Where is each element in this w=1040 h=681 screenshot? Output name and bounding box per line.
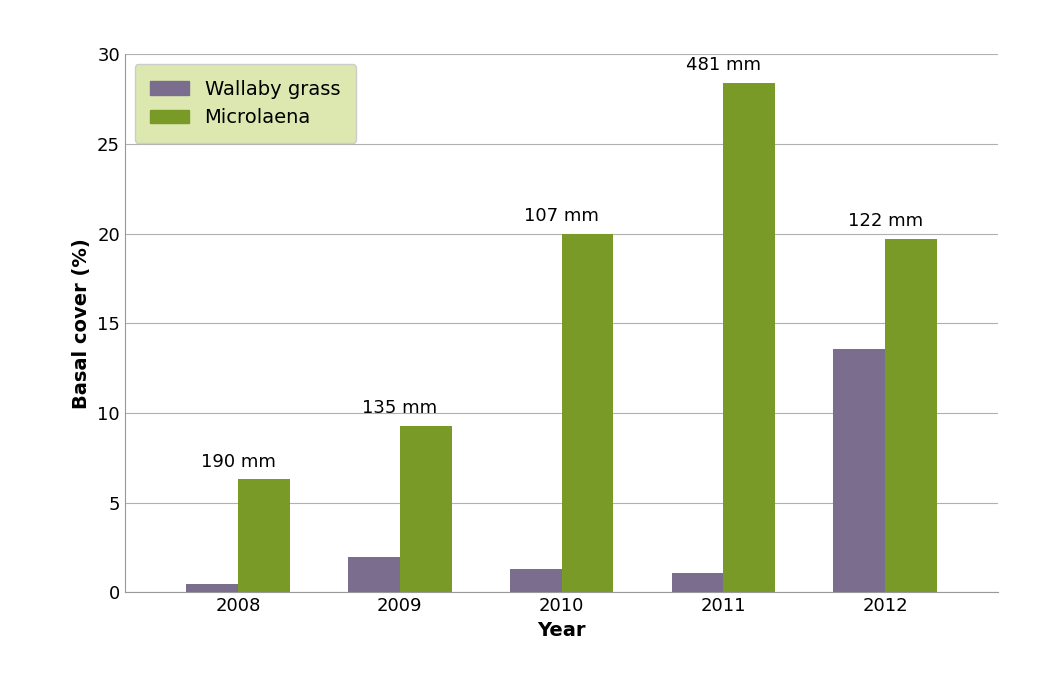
Bar (186, 584, 238, 592)
Legend: Wallaby grass, Microlaena: Wallaby grass, Microlaena (134, 64, 356, 143)
Text: 122 mm: 122 mm (848, 212, 922, 230)
Bar (885, 239, 937, 592)
Bar (833, 349, 885, 592)
Bar (562, 234, 614, 592)
Bar (399, 426, 451, 592)
Bar (510, 569, 562, 592)
Text: 481 mm: 481 mm (685, 57, 761, 74)
X-axis label: Year: Year (538, 621, 586, 640)
Bar (348, 556, 399, 592)
Bar (238, 479, 290, 592)
Text: 190 mm: 190 mm (201, 453, 276, 471)
Text: 107 mm: 107 mm (524, 207, 599, 225)
Y-axis label: Basal cover (%): Basal cover (%) (73, 238, 92, 409)
Text: 135 mm: 135 mm (362, 399, 438, 417)
Bar (672, 573, 724, 592)
Bar (724, 83, 775, 592)
